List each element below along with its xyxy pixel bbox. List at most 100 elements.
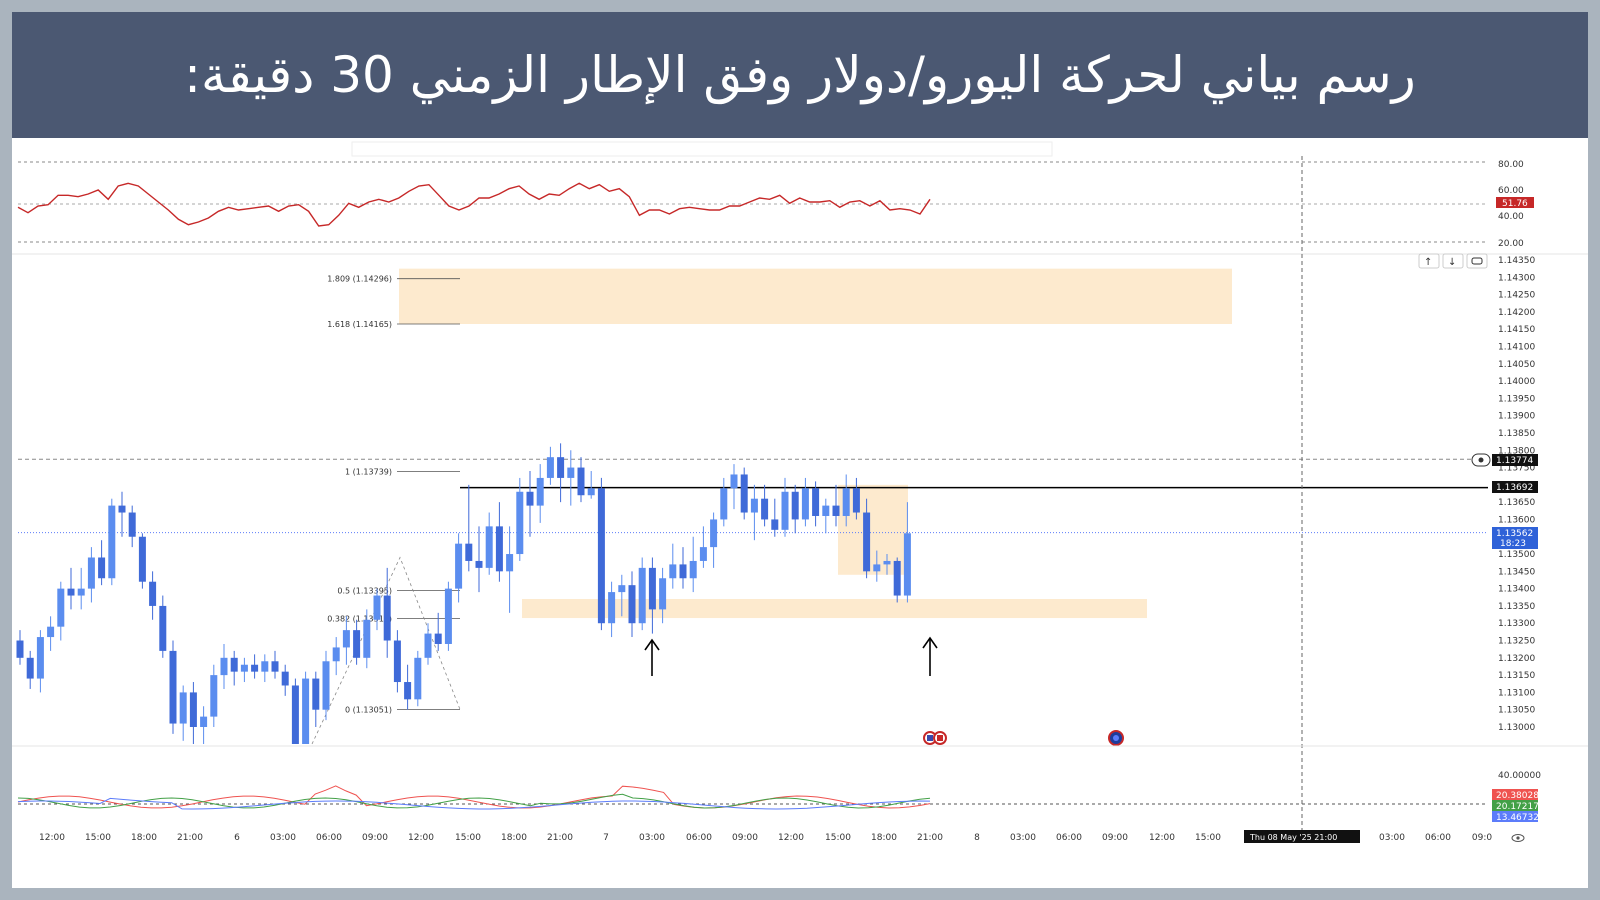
candle-body bbox=[393, 640, 401, 683]
target-zone bbox=[399, 268, 1232, 324]
candle-body bbox=[485, 526, 493, 568]
rsi-pane: 80.00 60.00 40.00 20.00 51.76 bbox=[17, 160, 1534, 249]
candle-body bbox=[373, 595, 381, 620]
candle-body bbox=[230, 657, 238, 672]
candle-body bbox=[353, 630, 361, 658]
price-tick: 1.13650 bbox=[1498, 498, 1535, 508]
adx-badge-blue bbox=[1492, 811, 1538, 822]
time-tick: 21:00 bbox=[177, 833, 203, 843]
price-tick: 1.14150 bbox=[1498, 325, 1535, 335]
candle-body bbox=[220, 657, 228, 676]
candle-body bbox=[567, 467, 575, 478]
candle-body bbox=[669, 564, 677, 579]
adx-green-text: 20.17217 bbox=[1496, 802, 1539, 812]
price-tick: 1.13250 bbox=[1498, 637, 1535, 647]
candle-body bbox=[363, 619, 371, 658]
candle-body bbox=[597, 488, 605, 624]
price-axis[interactable]: 1.14350 1.14300 1.14250 1.14200 1.14150 1.141… bbox=[1498, 256, 1535, 733]
title-banner: رسم بياني لحركة اليورو/دولار وفق الإطار … bbox=[12, 12, 1588, 138]
candle-body bbox=[903, 533, 911, 596]
price-tick: 1.14250 bbox=[1498, 291, 1535, 301]
candle-body bbox=[128, 512, 136, 537]
time-tick: 18:00 bbox=[871, 833, 897, 843]
eye-settings-icon[interactable] bbox=[1511, 834, 1525, 842]
fib-level-label: 0.382 (1.13314) bbox=[327, 614, 392, 623]
candle-body bbox=[332, 647, 340, 662]
annotation-arrow-2 bbox=[922, 636, 938, 676]
eu-flag-icon[interactable] bbox=[933, 731, 947, 745]
candle-body bbox=[648, 567, 656, 610]
toolbar-fragment bbox=[351, 141, 1053, 157]
candle-body bbox=[36, 637, 44, 679]
rsi-tick-80: 80.00 bbox=[1498, 160, 1524, 170]
reset-icon[interactable] bbox=[1466, 253, 1488, 269]
badge-current-text: 1.13562 bbox=[1496, 529, 1533, 539]
price-badge-current: 1.13562 18:23 bbox=[1492, 527, 1538, 549]
time-tick: 8 bbox=[974, 833, 980, 843]
time-tick: 09:00 bbox=[732, 833, 758, 843]
time-tick: 21:00 bbox=[547, 833, 573, 843]
badge-timer-text: 18:23 bbox=[1500, 539, 1526, 549]
time-tick: 15:00 bbox=[825, 833, 851, 843]
time-tick: 12:00 bbox=[778, 833, 804, 843]
fibonacci-retracement[interactable]: 1.809 (1.14296) 1.618 (1.14165) 1 (1.13739… bbox=[311, 275, 461, 745]
price-tick: 1.14050 bbox=[1498, 360, 1535, 370]
candle-body bbox=[322, 661, 330, 710]
candle-body bbox=[16, 640, 24, 658]
candle-body bbox=[791, 491, 799, 520]
candle-body bbox=[159, 605, 167, 651]
down-arrow-button[interactable]: ↓ bbox=[1442, 253, 1464, 269]
candle-body bbox=[761, 498, 769, 520]
candle-body bbox=[179, 692, 187, 724]
candle-body bbox=[659, 578, 667, 610]
candle-body bbox=[730, 474, 738, 489]
chart-panel[interactable]: 80.00 60.00 40.00 20.00 51.76 1.809 (1.1… bbox=[12, 138, 1588, 888]
globe-event-icon[interactable] bbox=[1108, 730, 1124, 746]
time-tick: 12:00 bbox=[39, 833, 65, 843]
price-tick: 1.14200 bbox=[1498, 308, 1535, 318]
up-arrow-button[interactable]: ↑ bbox=[1418, 253, 1440, 269]
rsi-tick-20: 20.00 bbox=[1498, 239, 1524, 249]
candle-body bbox=[516, 491, 524, 555]
adx-red-text: 20.38028 bbox=[1496, 791, 1539, 801]
time-tick: 03:00 bbox=[1010, 833, 1036, 843]
time-tick: 15:00 bbox=[1195, 833, 1221, 843]
candle-body bbox=[210, 675, 218, 717]
candle-body bbox=[342, 630, 350, 648]
candle-body bbox=[455, 543, 463, 589]
candle-body bbox=[546, 457, 554, 478]
price-tick: 1.13350 bbox=[1498, 602, 1535, 612]
time-tick: 06:00 bbox=[686, 833, 712, 843]
rsi-line bbox=[17, 182, 931, 227]
candle-body bbox=[812, 488, 820, 516]
fib-level-label: 1.618 (1.14165) bbox=[327, 320, 392, 329]
eurusd-chart[interactable]: 80.00 60.00 40.00 20.00 51.76 1.809 (1.1… bbox=[12, 138, 1588, 888]
candle-body bbox=[465, 543, 473, 561]
candle-body bbox=[118, 505, 126, 513]
adx-pane: 40.00000 20.38028 20.17217 13.46732 bbox=[17, 771, 1541, 823]
support-zone bbox=[522, 599, 1147, 619]
time-tick: 03:00 bbox=[639, 833, 665, 843]
crosshair-time-text: Thu 08 May '25 21:00 bbox=[1249, 833, 1337, 842]
price-tick: 1.13750 bbox=[1498, 464, 1535, 474]
price-tick: 1.13050 bbox=[1498, 706, 1535, 716]
candle-body bbox=[506, 554, 514, 572]
candle-body bbox=[699, 547, 707, 561]
us-flag-icon[interactable] bbox=[923, 731, 937, 745]
time-tick: 09:00 bbox=[1102, 833, 1128, 843]
candle-body bbox=[251, 664, 259, 672]
candle-body bbox=[77, 588, 85, 596]
levels-layer bbox=[18, 458, 1488, 534]
candle-body bbox=[638, 567, 646, 624]
candle-body bbox=[189, 692, 197, 727]
candle-body bbox=[720, 488, 728, 520]
price-tick: 1.13850 bbox=[1498, 429, 1535, 439]
candle-body bbox=[577, 467, 585, 496]
candle-body bbox=[261, 661, 269, 672]
candle-body bbox=[852, 488, 860, 513]
candle-body bbox=[536, 477, 544, 506]
badge-resistance-text: 1.13692 bbox=[1496, 483, 1533, 493]
time-axis[interactable]: 12:00 15:00 18:00 21:00 6 03:00 06:00 09:00 12:0… bbox=[39, 833, 1492, 843]
time-tick: 06:00 bbox=[1425, 833, 1451, 843]
candle-body bbox=[740, 474, 748, 513]
